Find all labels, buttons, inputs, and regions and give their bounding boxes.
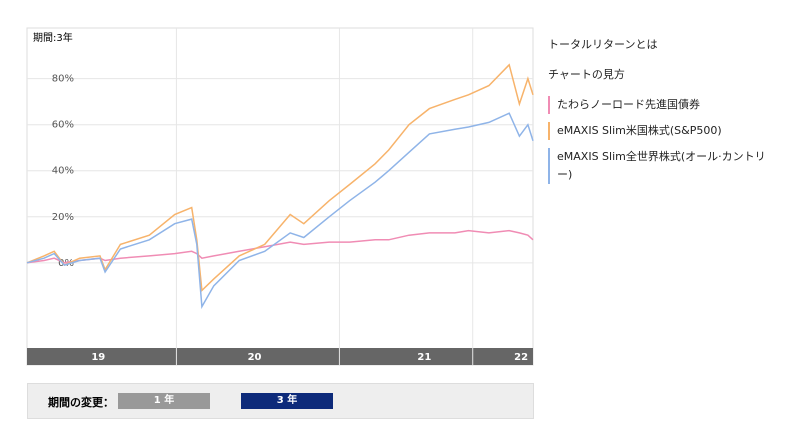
x-tick-label: 21	[417, 352, 431, 363]
link[interactable]: チャートの見方	[548, 68, 625, 81]
period-button[interactable]: 1 年	[118, 393, 210, 409]
y-tick-label: 80%	[52, 74, 74, 85]
period-selector: 期間の変更： 1 年 3 年	[27, 383, 534, 419]
x-tick-label: 19	[91, 352, 105, 363]
period-button[interactable]: 3 年	[241, 393, 333, 409]
x-tick-label: 22	[514, 352, 528, 363]
plot-frame	[26, 27, 534, 366]
legend-entry: eMAXIS Slim米国株式(S&P500)	[548, 122, 778, 140]
series-line	[26, 112, 534, 310]
x-tick-label: 20	[248, 352, 262, 363]
period-label: 期間の変更：	[48, 396, 114, 409]
chart: 期間:3年 0% 20% 40% 60% 80% 19 20 21 22	[26, 27, 534, 366]
legend-entry: eMAXIS Slim全世界株式(オール·カントリー)	[548, 148, 778, 184]
y-tick-label: 40%	[52, 166, 74, 177]
period-label: 期間:3年	[33, 31, 73, 44]
y-tick-label: 60%	[52, 120, 74, 131]
y-tick-label: 20%	[52, 212, 74, 223]
legend: たわらノーロード先進国債券 eMAXIS Slim米国株式(S&P500) eMAX…	[548, 96, 778, 184]
link[interactable]: トータルリターンとは	[548, 38, 658, 51]
side-panel: トータルリターンとは チャートの見方 たわらノーロード先進国債券 eMAXIS S…	[548, 36, 778, 192]
legend-entry: たわらノーロード先進国債券	[548, 96, 778, 114]
y-tick-label: 0%	[58, 258, 74, 269]
x-band	[27, 348, 533, 365]
series-line	[26, 63, 534, 293]
